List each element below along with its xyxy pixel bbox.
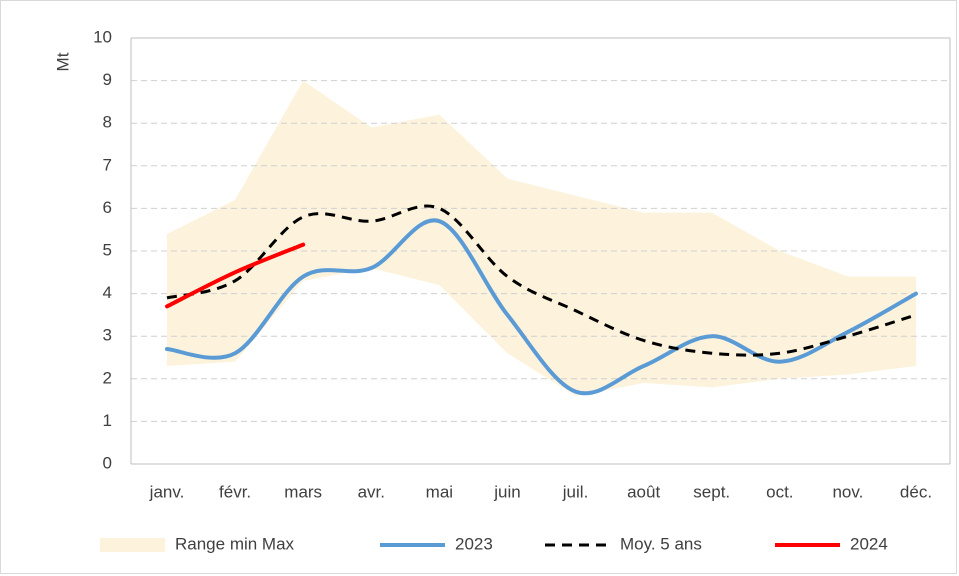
y-tick-label: 10 (93, 27, 112, 46)
legend-label: 2023 (455, 534, 493, 553)
y-tick-label: 0 (103, 453, 112, 472)
y-tick-label: 8 (103, 113, 112, 132)
x-tick-label: juin (493, 482, 520, 501)
legend-swatch (100, 538, 165, 552)
y-tick-label: 6 (103, 198, 112, 217)
y-tick-label: 4 (103, 283, 112, 302)
y-tick-label: 5 (103, 240, 112, 259)
x-tick-label: juil. (562, 482, 589, 501)
x-tick-label: août (627, 482, 660, 501)
y-axis-label: Mt (53, 52, 72, 71)
y-tick-label: 9 (103, 70, 112, 89)
x-tick-label: mars (284, 482, 322, 501)
range-area (167, 80, 916, 396)
y-tick-label: 3 (103, 326, 112, 345)
x-tick-label: janv. (149, 482, 185, 501)
x-tick-label: nov. (832, 482, 863, 501)
x-tick-label: déc. (900, 482, 932, 501)
y-tick-label: 1 (103, 411, 112, 430)
x-tick-label: avr. (358, 482, 385, 501)
legend-label: 2024 (850, 534, 888, 553)
series-line (165, 218, 918, 396)
legend-label: Range min Max (175, 534, 295, 553)
y-tick-label: 2 (103, 368, 112, 387)
y-tick-label: 7 (103, 155, 112, 174)
x-tick-label: oct. (766, 482, 793, 501)
x-tick-label: mai (426, 482, 453, 501)
series-line (166, 204, 917, 357)
series-line (165, 242, 306, 309)
legend-label: Moy. 5 ans (620, 534, 702, 553)
x-tick-label: févr. (219, 482, 251, 501)
x-tick-label: sept. (693, 482, 730, 501)
